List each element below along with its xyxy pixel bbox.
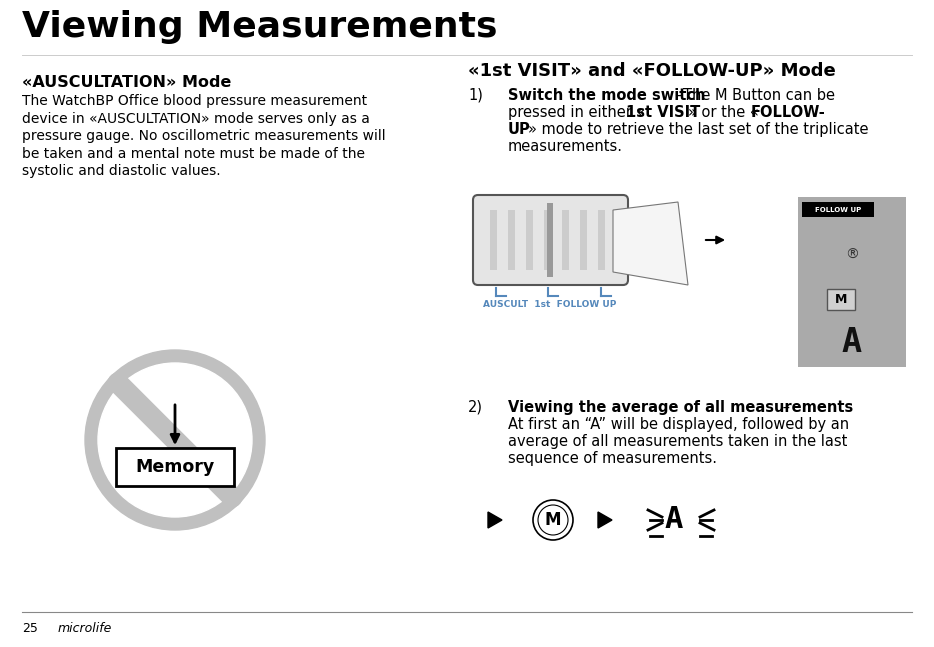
Text: Viewing Measurements: Viewing Measurements — [22, 10, 498, 44]
Text: AUSCULT  1st  FOLLOW UP: AUSCULT 1st FOLLOW UP — [483, 300, 616, 309]
Text: 25: 25 — [22, 622, 38, 635]
Text: 1st VISIT: 1st VISIT — [626, 105, 700, 120]
Text: At first an “A” will be displayed, followed by an: At first an “A” will be displayed, follo… — [508, 417, 849, 432]
Text: –The M Button can be: –The M Button can be — [671, 88, 835, 103]
Text: Memory: Memory — [135, 458, 215, 476]
Text: measurements.: measurements. — [508, 139, 623, 154]
Text: M: M — [545, 511, 561, 529]
Circle shape — [85, 350, 265, 530]
FancyBboxPatch shape — [547, 203, 553, 277]
Text: » or the «: » or the « — [688, 105, 758, 120]
Text: systolic and diastolic values.: systolic and diastolic values. — [22, 164, 220, 178]
Text: The WatchBP Office blood pressure measurement: The WatchBP Office blood pressure measur… — [22, 94, 367, 108]
Polygon shape — [598, 512, 612, 528]
Text: FOLLOW UP: FOLLOW UP — [814, 206, 861, 212]
Text: sequence of measurements.: sequence of measurements. — [508, 451, 717, 466]
Circle shape — [533, 500, 573, 540]
Text: FOLLOW-: FOLLOW- — [751, 105, 826, 120]
Text: » mode to retrieve the last set of the triplicate: » mode to retrieve the last set of the t… — [528, 122, 869, 137]
FancyBboxPatch shape — [802, 202, 874, 217]
Text: ®: ® — [845, 248, 859, 262]
Circle shape — [98, 363, 252, 517]
Text: A: A — [842, 325, 862, 358]
Text: 1): 1) — [468, 88, 483, 103]
Text: pressed in either «: pressed in either « — [508, 105, 645, 120]
Text: average of all measurements taken in the last: average of all measurements taken in the… — [508, 434, 847, 449]
FancyBboxPatch shape — [562, 210, 569, 270]
Text: Switch the mode switch: Switch the mode switch — [508, 88, 705, 103]
Polygon shape — [613, 202, 688, 285]
FancyBboxPatch shape — [116, 448, 234, 486]
Text: pressure gauge. No oscillometric measurements will: pressure gauge. No oscillometric measure… — [22, 129, 386, 143]
Text: UP: UP — [508, 122, 531, 137]
FancyBboxPatch shape — [473, 195, 628, 285]
Text: «AUSCULTATION» Mode: «AUSCULTATION» Mode — [22, 75, 232, 90]
FancyBboxPatch shape — [508, 210, 515, 270]
Text: «1st VISIT» and «FOLLOW-UP» Mode: «1st VISIT» and «FOLLOW-UP» Mode — [468, 62, 836, 80]
Text: Viewing the average of all measurements: Viewing the average of all measurements — [508, 400, 854, 415]
Polygon shape — [488, 512, 502, 528]
Circle shape — [538, 505, 568, 535]
Text: A: A — [665, 505, 683, 534]
Text: device in «AUSCULTATION» mode serves only as a: device in «AUSCULTATION» mode serves onl… — [22, 111, 370, 126]
Text: microlife: microlife — [58, 622, 112, 635]
Text: –: – — [778, 400, 790, 415]
FancyBboxPatch shape — [598, 210, 605, 270]
FancyBboxPatch shape — [580, 210, 587, 270]
Text: be taken and a mental note must be made of the: be taken and a mental note must be made … — [22, 146, 365, 160]
FancyBboxPatch shape — [544, 210, 551, 270]
FancyBboxPatch shape — [827, 289, 855, 310]
FancyBboxPatch shape — [490, 210, 497, 270]
Text: M: M — [835, 293, 847, 306]
FancyBboxPatch shape — [526, 210, 533, 270]
Text: 2): 2) — [468, 400, 483, 415]
FancyBboxPatch shape — [798, 197, 906, 367]
